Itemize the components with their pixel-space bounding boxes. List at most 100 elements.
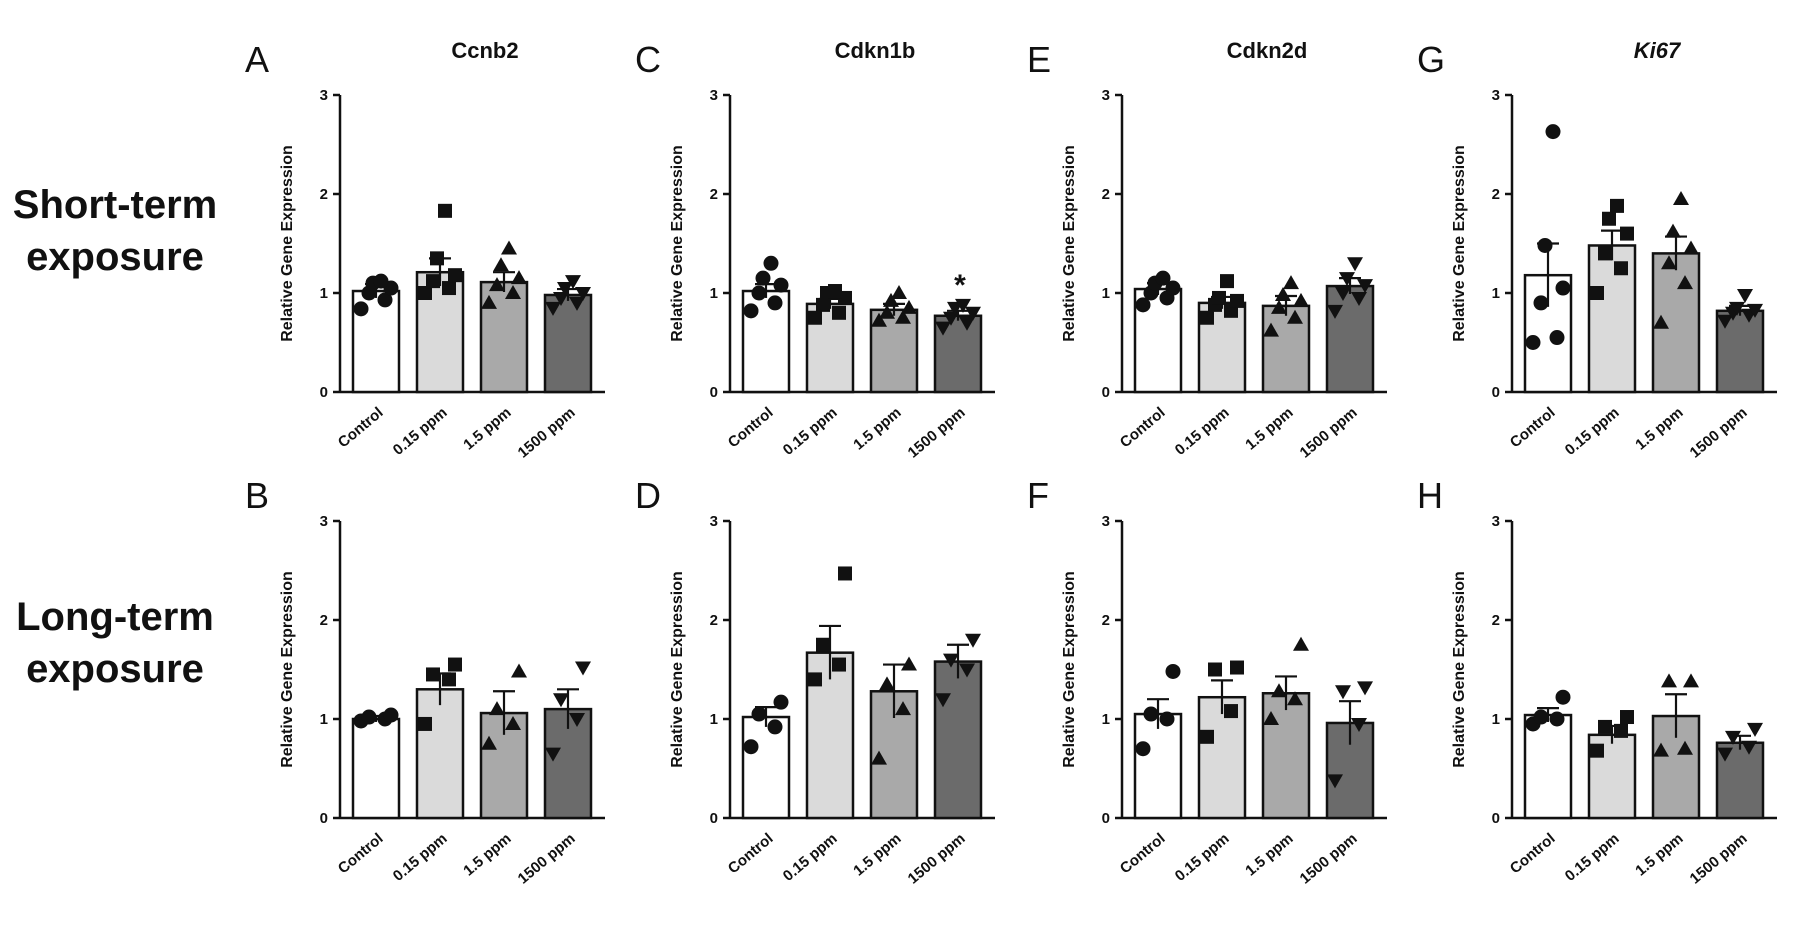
panel-g-category-0: Control xyxy=(1507,404,1559,451)
panel-d-point-1-1 xyxy=(832,657,846,672)
panel-d-point-2-0 xyxy=(871,750,887,765)
panel-h-ytick-label-0: 0 xyxy=(1492,810,1500,827)
panel-a: A Ccnb2 0 1 2 3 Relative Gene Expression Contro… xyxy=(245,38,605,462)
panel-b-point-0-3 xyxy=(383,707,399,723)
panel-g-point-2-3 xyxy=(1683,240,1699,255)
panel-e-point-2-5 xyxy=(1283,275,1299,290)
panel-c-point-1-1 xyxy=(832,305,846,320)
panel-d-point-3-2 xyxy=(943,653,959,668)
panel-f-ytick-label-2: 2 xyxy=(1102,612,1110,629)
panel-a-ylabel: Relative Gene Expression xyxy=(279,145,296,342)
panel-f-point-1-2 xyxy=(1208,662,1222,677)
panel-d-bar-0 xyxy=(741,715,791,820)
panel-h-point-1-1 xyxy=(1614,723,1628,738)
panel-d-point-2-3 xyxy=(901,656,917,671)
panel-e-point-0-0 xyxy=(1135,297,1151,313)
panel-h-category-0: Control xyxy=(1507,830,1559,877)
panel-h-point-0-1 xyxy=(1549,711,1565,727)
panel-e-title: Cdkn2d xyxy=(1227,38,1308,63)
panel-e-bar-2 xyxy=(1261,304,1311,394)
panel-g-point-3-5 xyxy=(1737,288,1753,303)
panel-d-point-2-2 xyxy=(879,676,895,691)
panel-a-point-1-0 xyxy=(418,286,432,300)
panel-d-point-3-0 xyxy=(935,693,951,708)
panel-b-ylabel: Relative Gene Expression xyxy=(279,571,296,768)
panel-h-point-2-3 xyxy=(1683,673,1699,688)
panel-g-point-0-3 xyxy=(1555,280,1571,296)
panel-d-category-0: Control xyxy=(725,830,777,877)
panel-d-category-3: 1500 ppm xyxy=(905,830,969,888)
panel-a-point-0-1 xyxy=(377,292,393,308)
panel-f-bar-2 xyxy=(1261,692,1311,820)
panel-c-sig-3: * xyxy=(954,269,966,302)
panel-a-category-3: 1500 ppm xyxy=(515,404,579,462)
panel-c-point-0-2 xyxy=(751,285,767,301)
panel-a-ytick-label-1: 1 xyxy=(320,285,328,302)
panel-f-point-1-3 xyxy=(1230,660,1244,675)
panel-b-letter: B xyxy=(245,475,269,516)
panel-a-point-3-0 xyxy=(545,301,561,316)
panel-b-point-1-1 xyxy=(442,672,456,687)
panel-c-point-3-1 xyxy=(959,316,975,331)
panel-f-point-3-0 xyxy=(1327,774,1343,789)
panel-c-point-0-1 xyxy=(767,295,783,311)
panel-d-point-0-1 xyxy=(767,719,783,735)
panel-f-point-3-3 xyxy=(1357,681,1373,696)
panel-b-point-2-1 xyxy=(505,715,521,730)
panel-f-ytick-label-3: 3 xyxy=(1102,513,1110,530)
panel-f-category-0: Control xyxy=(1117,830,1169,877)
panel-b-point-3-1 xyxy=(569,713,585,727)
panel-a-letter: A xyxy=(245,39,269,80)
panel-a-point-0-0 xyxy=(353,301,369,317)
panel-e-point-2-3 xyxy=(1293,292,1309,307)
panel-e-point-1-0 xyxy=(1200,310,1214,325)
panel-e-point-1-4 xyxy=(1212,290,1226,305)
panel-a-point-1-3 xyxy=(448,268,462,283)
panel-f-bar-0 xyxy=(1133,712,1183,820)
panel-f-ylabel: Relative Gene Expression xyxy=(1061,571,1078,768)
panel-a-point-3-4 xyxy=(557,282,573,297)
panel-d-point-1-3 xyxy=(838,566,852,581)
panel-c-point-0-5 xyxy=(763,255,779,271)
panel-a-category-2: 1.5 ppm xyxy=(460,404,514,453)
panel-h-point-3-1 xyxy=(1741,740,1757,755)
panel-g-point-1-4 xyxy=(1602,211,1616,226)
panel-c-point-3-0 xyxy=(935,321,951,336)
panel-b-bar-0 xyxy=(351,717,401,820)
panel-b-point-1-3 xyxy=(448,657,462,672)
panel-c-point-2-0 xyxy=(871,312,887,327)
panel-e-category-3: 1500 ppm xyxy=(1297,404,1361,462)
panel-f-ytick-label-0: 0 xyxy=(1102,810,1110,827)
panel-h-point-2-0 xyxy=(1653,742,1669,757)
panel-e-category-0: Control xyxy=(1117,404,1169,451)
panel-c-ylabel: Relative Gene Expression xyxy=(669,145,686,342)
panel-g-point-0-2 xyxy=(1533,295,1549,311)
panel-b-category-0: Control xyxy=(335,830,387,877)
panel-h-point-2-2 xyxy=(1661,673,1677,688)
panel-f-point-1-0 xyxy=(1200,729,1214,744)
panel-a-ytick-label-2: 2 xyxy=(320,186,328,203)
panel-b-ytick-label-3: 3 xyxy=(320,513,328,530)
panel-e-bar-3 xyxy=(1325,284,1375,394)
panel-c-ytick-label-3: 3 xyxy=(710,87,718,104)
panel-c-title: Cdkn1b xyxy=(835,38,916,63)
panel-d-category-2: 1.5 ppm xyxy=(850,830,904,879)
panel-g-point-3-4 xyxy=(1729,301,1745,316)
panel-h-point-1-2 xyxy=(1598,719,1612,734)
panel-g-ytick-label-1: 1 xyxy=(1492,285,1500,302)
panel-f: F 0 1 2 3 Relative Gene Expression Control 0.15… xyxy=(1027,475,1387,888)
panel-b-point-3-2 xyxy=(553,693,569,708)
panel-g-point-3-3 xyxy=(1747,303,1763,318)
panel-g-ytick-label-3: 3 xyxy=(1492,87,1500,104)
panel-h-point-3-2 xyxy=(1725,730,1741,745)
panel-d-letter: D xyxy=(635,475,661,516)
panel-g-category-3: 1500 ppm xyxy=(1687,404,1751,462)
panels: A Ccnb2 0 1 2 3 Relative Gene Expression Contro… xyxy=(245,38,1777,888)
panel-d-ylabel: Relative Gene Expression xyxy=(669,571,686,768)
panel-g-bar-1 xyxy=(1587,244,1637,394)
panel-h-ytick-label-2: 2 xyxy=(1492,612,1500,629)
panel-h-point-0-3 xyxy=(1555,689,1571,705)
panel-c-point-1-0 xyxy=(808,310,822,325)
panel-f-point-0-2 xyxy=(1143,706,1159,722)
